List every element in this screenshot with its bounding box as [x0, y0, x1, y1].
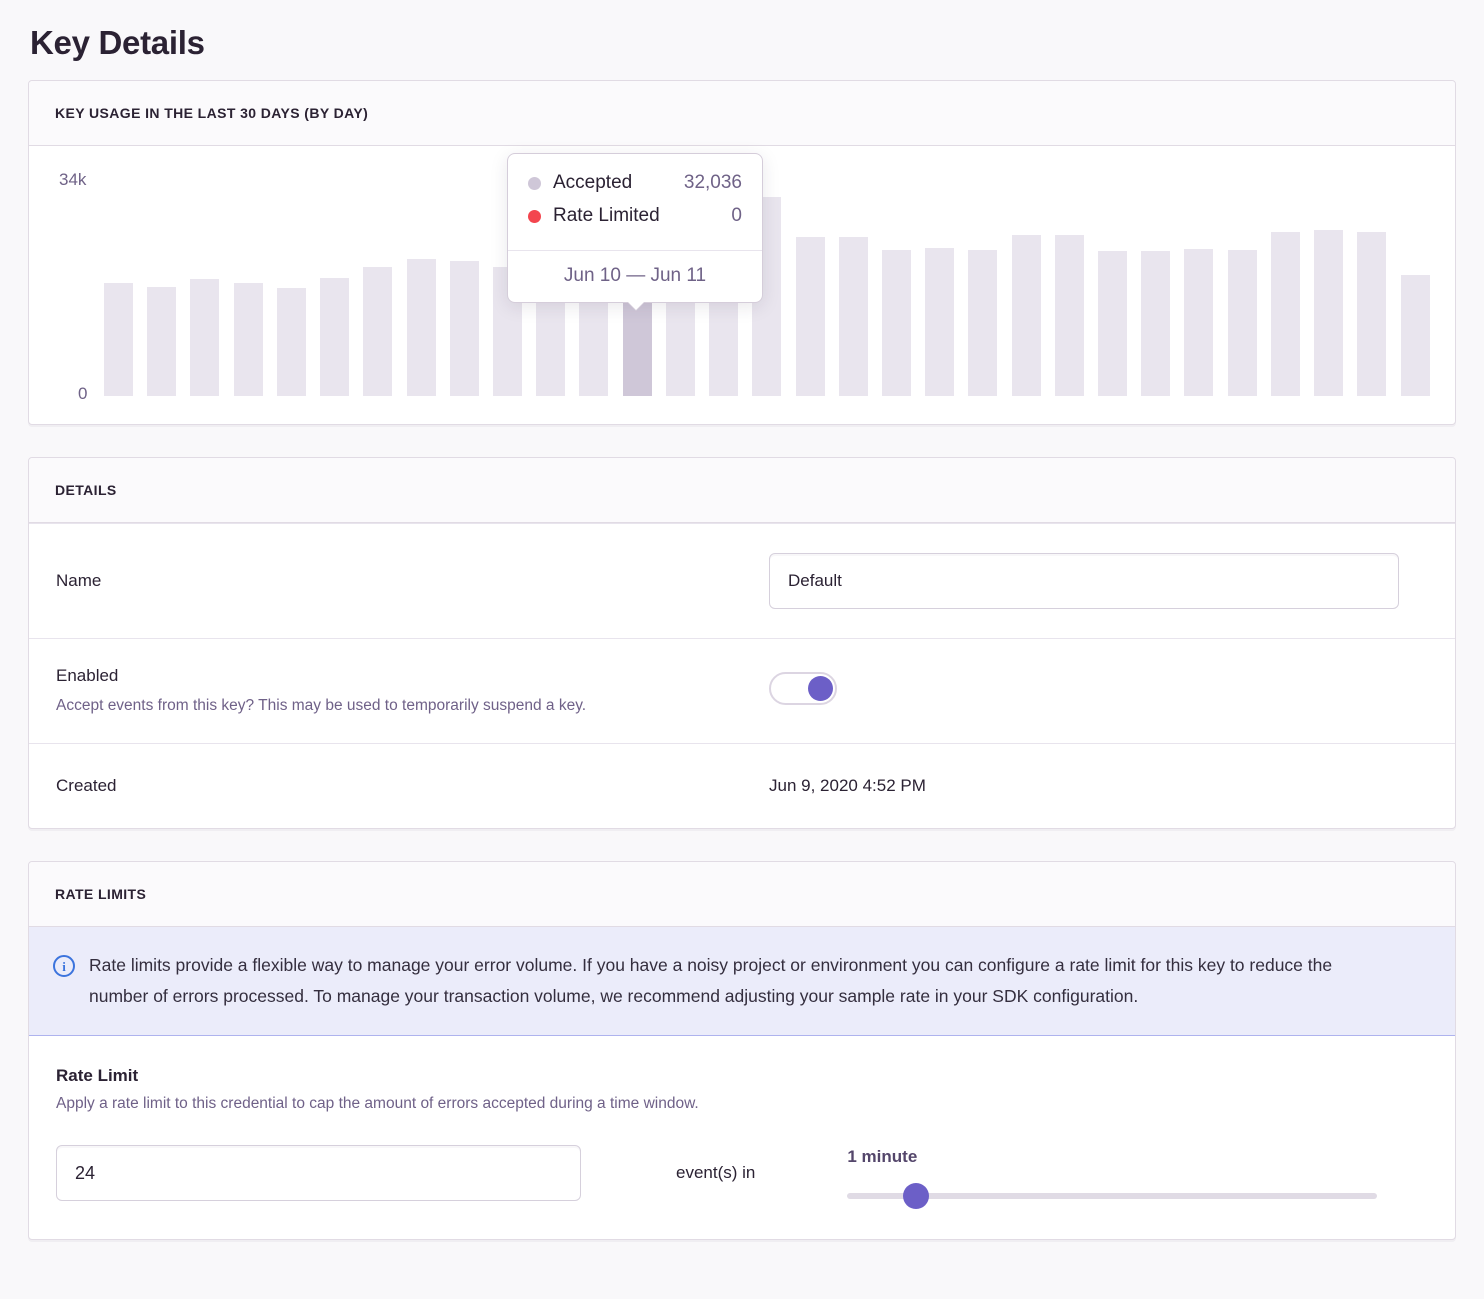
tooltip-rate-limited-label: Rate Limited: [553, 205, 660, 226]
name-control-cell: [769, 553, 1399, 609]
chart-bar[interactable]: [449, 261, 479, 396]
chart-bar[interactable]: [363, 266, 393, 396]
chart-tooltip-body: Accepted 32,036 Rate Limited 0: [508, 154, 762, 250]
rate-limit-label: Rate Limit: [56, 1066, 139, 1085]
y-axis-max-label: 34k: [59, 170, 87, 189]
tooltip-arrow-fill: [627, 300, 645, 310]
tooltip-date-range: Jun 10 — Jun 11: [508, 250, 762, 302]
tooltip-row-accepted: Accepted 32,036: [528, 172, 742, 194]
chart-tooltip: Accepted 32,036 Rate Limited 0 Jun 10 — …: [507, 153, 763, 311]
rate-limit-window-slider-group: 1 minute: [847, 1147, 1378, 1209]
created-row: Created Jun 9, 2020 4:52 PM: [29, 743, 1455, 828]
rate-limits-info-alert: i Rate limits provide a flexible way to …: [29, 927, 1455, 1036]
chart-bar[interactable]: [968, 249, 998, 396]
chart-bar[interactable]: [1314, 229, 1344, 396]
name-label-cell: Name: [56, 571, 769, 591]
chart-bar[interactable]: [1400, 274, 1430, 396]
chart-bar[interactable]: [190, 278, 220, 396]
chart-bar[interactable]: [1270, 231, 1300, 396]
tooltip-accepted-value: 32,036: [683, 172, 742, 193]
chart-bar[interactable]: [1054, 235, 1084, 396]
toggle-knob-icon: [808, 676, 833, 701]
tooltip-row-rate-limited: Rate Limited 0: [528, 205, 742, 227]
chart-bar[interactable]: [1357, 231, 1387, 396]
page-title: Key Details: [30, 24, 205, 61]
y-axis-min-label: 0: [78, 384, 88, 403]
chart-bar[interactable]: [881, 249, 911, 396]
chart-bar[interactable]: [1184, 249, 1214, 396]
info-icon: i: [53, 955, 75, 977]
enabled-row: Enabled Accept events from this key? Thi…: [29, 638, 1455, 743]
enabled-label-cell: Enabled Accept events from this key? Thi…: [56, 666, 769, 717]
key-usage-panel-header: KEY USAGE IN THE LAST 30 DAYS (BY DAY): [29, 81, 1455, 146]
name-label: Name: [56, 571, 102, 590]
chart-bar[interactable]: [1098, 251, 1128, 396]
slider-thumb[interactable]: [903, 1183, 930, 1209]
rate-limits-panel: RATE LIMITS i Rate limits provide a flex…: [28, 861, 1456, 1240]
usage-bar-chart: 34k 0 Accepted 32,036 Rate Limited 0: [29, 146, 1455, 424]
chart-bar[interactable]: [1141, 251, 1171, 396]
chart-bar[interactable]: [320, 278, 350, 396]
created-value-cell: Jun 9, 2020 4:52 PM: [769, 776, 1399, 796]
chart-bar[interactable]: [925, 247, 955, 396]
tooltip-rate-limited-value: 0: [731, 205, 742, 226]
rate-limits-alert-text: Rate limits provide a flexible way to ma…: [89, 955, 1333, 1006]
chart-bar[interactable]: [795, 237, 825, 396]
rate-limit-help-text: Apply a rate limit to this credential to…: [56, 1095, 699, 1112]
name-row: Name: [29, 523, 1455, 638]
chart-bar[interactable]: [1011, 235, 1041, 396]
chart-bar[interactable]: [838, 237, 868, 396]
chart-bar[interactable]: [1227, 249, 1257, 396]
accepted-series-dot-icon: [528, 176, 541, 190]
chart-bar[interactable]: [233, 282, 263, 396]
tooltip-accepted-label: Accepted: [553, 172, 633, 193]
rate-limits-panel-header: RATE LIMITS: [29, 862, 1455, 927]
created-label: Created: [56, 776, 117, 795]
enabled-help-text: Accept events from this key? This may be…: [56, 696, 587, 714]
details-panel-header: DETAILS: [29, 458, 1455, 523]
rate-limit-window-slider[interactable]: [847, 1183, 1378, 1209]
rate-limit-window-label: 1 minute: [847, 1147, 918, 1166]
chart-bar[interactable]: [147, 286, 177, 396]
created-value: Jun 9, 2020 4:52 PM: [769, 776, 926, 795]
rate-limit-section: Rate Limit Apply a rate limit to this cr…: [29, 1036, 1455, 1239]
chart-bar[interactable]: [276, 288, 306, 396]
enabled-control-cell: [769, 672, 1399, 710]
details-panel: DETAILS Name Enabled Accept events from …: [28, 457, 1456, 829]
key-usage-panel: KEY USAGE IN THE LAST 30 DAYS (BY DAY) 3…: [28, 80, 1456, 425]
enabled-toggle[interactable]: [769, 672, 837, 705]
enabled-label: Enabled: [56, 665, 119, 685]
bar-chart-bars: [104, 171, 1430, 396]
rate-limit-count-input[interactable]: [56, 1145, 581, 1201]
events-in-label: event(s) in: [676, 1163, 756, 1182]
rate-limited-series-dot-icon: [528, 209, 541, 223]
name-input[interactable]: [769, 553, 1399, 609]
chart-bar[interactable]: [104, 282, 133, 396]
chart-bar[interactable]: [406, 259, 436, 396]
key-details-page: Key Details KEY USAGE IN THE LAST 30 DAY…: [28, 24, 1456, 1240]
created-label-cell: Created: [56, 776, 769, 796]
rate-limit-controls: event(s) in 1 minute: [56, 1145, 1399, 1209]
